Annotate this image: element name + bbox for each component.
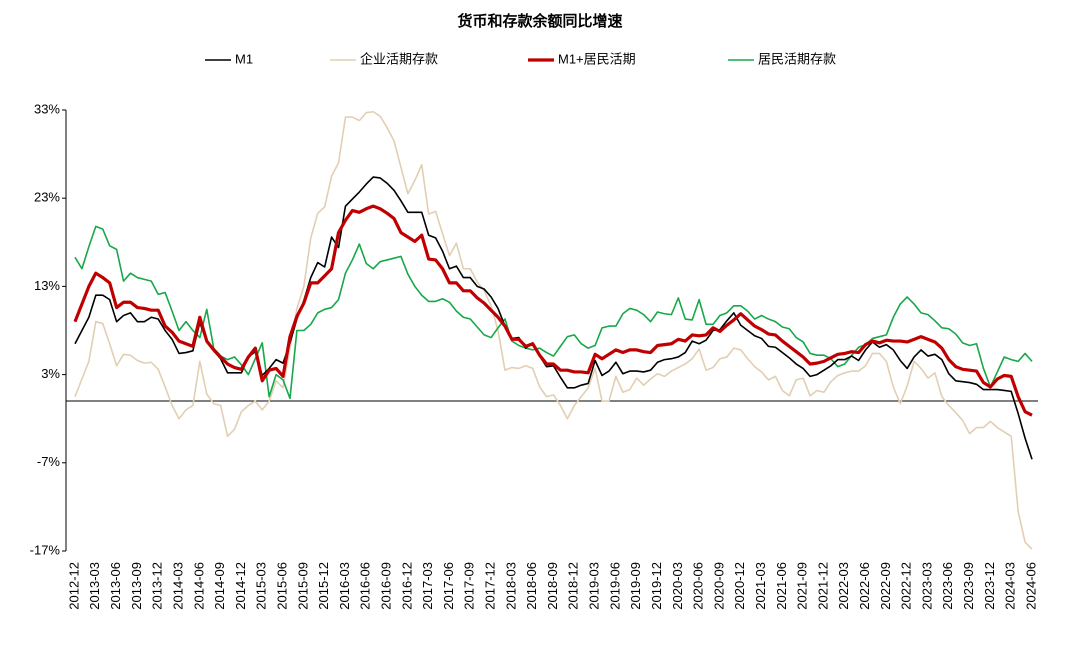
x-tick-label: 2020-03 xyxy=(670,562,685,610)
x-tick-label: 2017-03 xyxy=(420,562,435,610)
legend-label: 居民活期存款 xyxy=(758,51,836,66)
x-tick-label: 2012-12 xyxy=(66,562,81,610)
x-tick-label: 2016-03 xyxy=(337,562,352,610)
x-tick-label: 2024-06 xyxy=(1023,562,1038,610)
x-tick-label: 2016-06 xyxy=(358,562,373,610)
legend-label: M1 xyxy=(235,51,253,66)
x-tick-label: 2014-12 xyxy=(233,562,248,610)
x-tick-label: 2013-06 xyxy=(108,562,123,610)
y-tick-label: 13% xyxy=(34,278,60,293)
y-tick-label: -17% xyxy=(30,542,61,557)
x-tick-label: 2020-06 xyxy=(691,562,706,610)
x-tick-label: 2021-09 xyxy=(795,562,810,610)
x-tick-label: 2021-06 xyxy=(774,562,789,610)
x-tick-label: 2019-06 xyxy=(607,562,622,610)
x-tick-label: 2013-12 xyxy=(150,562,165,610)
x-tick-label: 2023-03 xyxy=(919,562,934,610)
y-tick-label: 33% xyxy=(34,101,60,116)
x-tick-label: 2023-06 xyxy=(940,562,955,610)
x-tick-label: 2014-06 xyxy=(191,562,206,610)
series-line xyxy=(74,225,1033,400)
x-tick-label: 2023-09 xyxy=(961,562,976,610)
x-tick-label: 2016-09 xyxy=(379,562,394,610)
x-tick-label: 2015-03 xyxy=(254,562,269,610)
x-tick-label: 2022-12 xyxy=(899,562,914,610)
x-tick-label: 2022-06 xyxy=(857,562,872,610)
x-tick-label: 2018-06 xyxy=(524,562,539,610)
y-tick-label: 3% xyxy=(41,366,60,381)
chart-title: 货币和存款余额同比增速 xyxy=(457,12,622,30)
x-tick-label: 2022-09 xyxy=(878,562,893,610)
x-tick-label: 2023-12 xyxy=(982,562,997,610)
x-tick-label: 2013-03 xyxy=(87,562,102,610)
x-tick-label: 2020-09 xyxy=(711,562,726,610)
x-tick-label: 2018-03 xyxy=(503,562,518,610)
x-tick-label: 2013-09 xyxy=(129,562,144,610)
x-tick-label: 2024-03 xyxy=(1003,562,1018,610)
x-tick-label: 2022-03 xyxy=(836,562,851,610)
x-tick-label: 2019-12 xyxy=(649,562,664,610)
x-tick-label: 2020-12 xyxy=(732,562,747,610)
x-tick-label: 2018-12 xyxy=(566,562,581,610)
legend-label: 企业活期存款 xyxy=(360,51,438,66)
x-tick-label: 2019-09 xyxy=(628,562,643,610)
x-tick-label: 2017-12 xyxy=(483,562,498,610)
series-line xyxy=(74,176,1033,460)
x-tick-label: 2017-09 xyxy=(462,562,477,610)
series-line xyxy=(74,110,1033,550)
x-tick-label: 2017-06 xyxy=(441,562,456,610)
x-tick-label: 2015-12 xyxy=(316,562,331,610)
x-tick-label: 2021-03 xyxy=(753,562,768,610)
legend-label: M1+居民活期 xyxy=(558,51,636,66)
y-tick-label: 23% xyxy=(34,190,60,205)
series-line xyxy=(73,204,1033,417)
x-tick-label: 2014-09 xyxy=(212,562,227,610)
x-tick-label: 2016-12 xyxy=(399,562,414,610)
x-tick-label: 2021-12 xyxy=(815,562,830,610)
y-tick-label: -7% xyxy=(37,454,61,469)
x-tick-label: 2014-03 xyxy=(170,562,185,610)
x-tick-label: 2015-09 xyxy=(295,562,310,610)
x-tick-label: 2015-06 xyxy=(274,562,289,610)
x-tick-label: 2019-03 xyxy=(587,562,602,610)
x-tick-label: 2018-09 xyxy=(545,562,560,610)
